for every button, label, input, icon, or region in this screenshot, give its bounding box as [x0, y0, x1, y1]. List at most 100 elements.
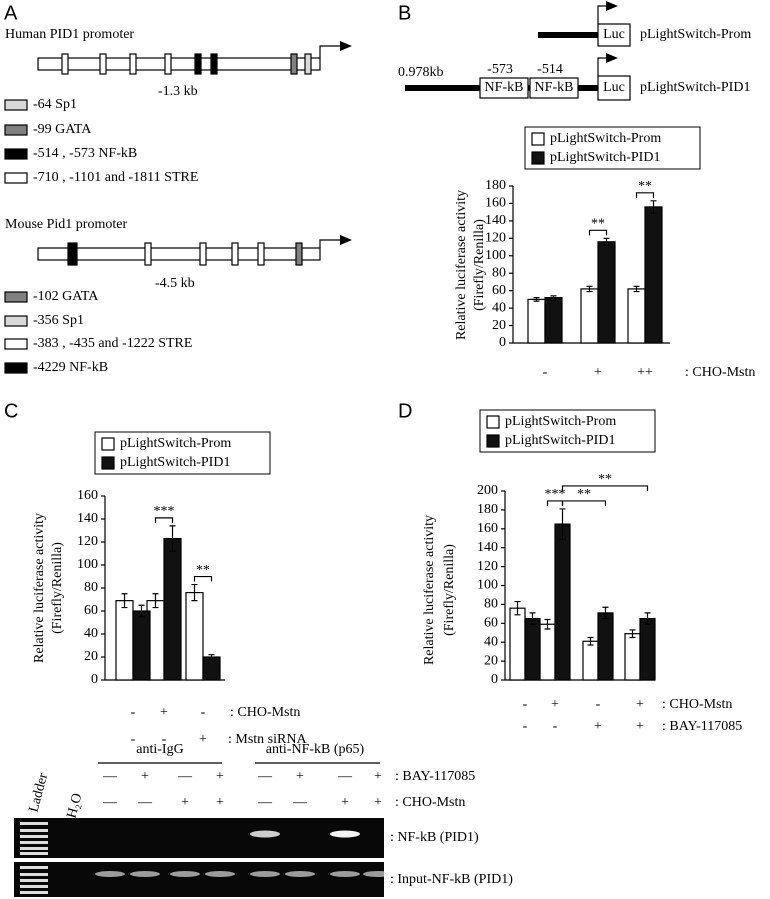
- site-box: [529, 77, 579, 99]
- promoter-bar: [37, 57, 321, 71]
- x-row-name: : CHO-Mstn: [230, 705, 300, 720]
- lane-sign: +: [374, 769, 382, 784]
- lane-sign: —: [102, 795, 118, 810]
- bar: [582, 640, 599, 681]
- x-tick-label: +: [160, 705, 168, 720]
- lane-sign: —: [257, 795, 273, 810]
- error-bar: [644, 612, 651, 625]
- lane-sign: +: [141, 769, 149, 784]
- y-tick-label: 60: [484, 616, 498, 631]
- error-bar: [586, 285, 593, 293]
- promoter-size: -1.3 kb: [158, 84, 198, 99]
- legend-label: pLightSwitch-Prom: [120, 436, 231, 451]
- y-tick-label: 160: [485, 196, 506, 211]
- promoter-title: Human PID1 promoter: [5, 27, 134, 42]
- error-bar: [121, 593, 128, 609]
- panel-label: B: [398, 2, 411, 24]
- row-name: : BAY-117085: [395, 769, 475, 784]
- y-axis-title: Relative luciferase activity: [32, 513, 47, 663]
- legend-label: -514 , -573 NF-kB: [33, 146, 137, 161]
- lane-sign: +: [181, 795, 189, 810]
- gel-image: [14, 862, 384, 897]
- y-tick-label: 0: [91, 672, 98, 687]
- lane-label: Ladder: [26, 771, 51, 813]
- promoter-bar: [37, 247, 321, 261]
- error-bar: [603, 237, 610, 246]
- significance-label: **: [638, 179, 652, 194]
- significance-bracket: [635, 192, 655, 198]
- x-tick-label: -: [543, 365, 548, 380]
- bar: [580, 288, 599, 344]
- y-tick-label: 40: [84, 626, 98, 641]
- legend-label: pLightSwitch-Prom: [550, 131, 661, 146]
- y-tick-label: 0: [491, 672, 498, 687]
- arrow-head: [340, 235, 352, 245]
- site-position: -514: [537, 62, 563, 77]
- y-axis-title: Relative luciferase activity: [422, 515, 437, 665]
- legend-swatch: [4, 99, 28, 111]
- lane-sign: —: [292, 795, 308, 810]
- x-tick-label: -: [201, 705, 206, 720]
- lane-sign: —: [337, 769, 353, 784]
- x-tick-label: +: [594, 719, 602, 734]
- error-bar: [544, 618, 551, 630]
- y-tick-label: 60: [492, 283, 506, 298]
- error-bar: [633, 285, 640, 293]
- x-tick-label: -: [553, 719, 558, 734]
- legend-label: -710 , -1101 and -1811 STRE: [33, 170, 198, 185]
- error-bar: [191, 583, 198, 602]
- legend-swatch: [4, 315, 28, 327]
- y-axis-title: Relative luciferase activity: [454, 190, 469, 340]
- element-box: [67, 242, 78, 266]
- y-tick-label: 60: [84, 603, 98, 618]
- y-axis-title: (Firefly/Renilla): [50, 542, 65, 634]
- y-tick-label: 0: [499, 335, 506, 350]
- legend-label: pLightSwitch-Prom: [505, 414, 616, 429]
- band: [285, 871, 315, 877]
- site-box: [479, 77, 529, 99]
- y-tick-label: 160: [77, 488, 98, 503]
- significance-bracket: [561, 485, 649, 491]
- x-tick-label: -: [131, 705, 136, 720]
- y-tick-label: 80: [492, 265, 506, 280]
- x-tick-label: +: [551, 697, 559, 712]
- significance-bracket: [588, 229, 608, 236]
- gel-image: [14, 818, 384, 858]
- promoter-title: Mouse Pid1 promoter: [5, 217, 127, 232]
- vector-line: [538, 32, 598, 38]
- y-tick-label: 160: [477, 521, 498, 536]
- y-tick-label: 80: [484, 597, 498, 612]
- element-box: [290, 53, 298, 75]
- band: [363, 871, 393, 877]
- significance-label: **: [577, 487, 591, 502]
- ladder-band: [20, 829, 48, 832]
- band: [130, 871, 160, 877]
- legend-label: pLightSwitch-PID1: [550, 150, 660, 165]
- y-tick-label: 40: [484, 634, 498, 649]
- legend-frame: [94, 431, 271, 475]
- band: [250, 871, 280, 877]
- y-tick-label: 20: [484, 653, 498, 668]
- legend-swatch: [4, 124, 28, 136]
- y-tick-label: 140: [77, 511, 98, 526]
- error-bar: [208, 654, 215, 660]
- error-bar: [629, 629, 636, 639]
- promoter-size: -4.5 kb: [155, 276, 195, 291]
- bar: [544, 297, 563, 344]
- y-tick-label: 20: [84, 649, 98, 664]
- error-bar: [529, 612, 536, 625]
- y-tick-label: 20: [492, 318, 506, 333]
- group-label: anti-NF-kB (p65): [266, 742, 365, 757]
- site-position: -573: [487, 62, 513, 77]
- band: [330, 830, 360, 838]
- significance-label: **: [598, 472, 612, 487]
- y-tick-label: 40: [492, 300, 506, 315]
- site-label: NF-kB: [485, 80, 524, 95]
- luc-label: Luc: [603, 27, 625, 42]
- error-bar: [602, 606, 609, 620]
- lane-sign: +: [216, 769, 224, 784]
- x-tick-label: -: [523, 719, 528, 734]
- significance-label: **: [591, 217, 605, 232]
- ladder-band: [20, 879, 48, 882]
